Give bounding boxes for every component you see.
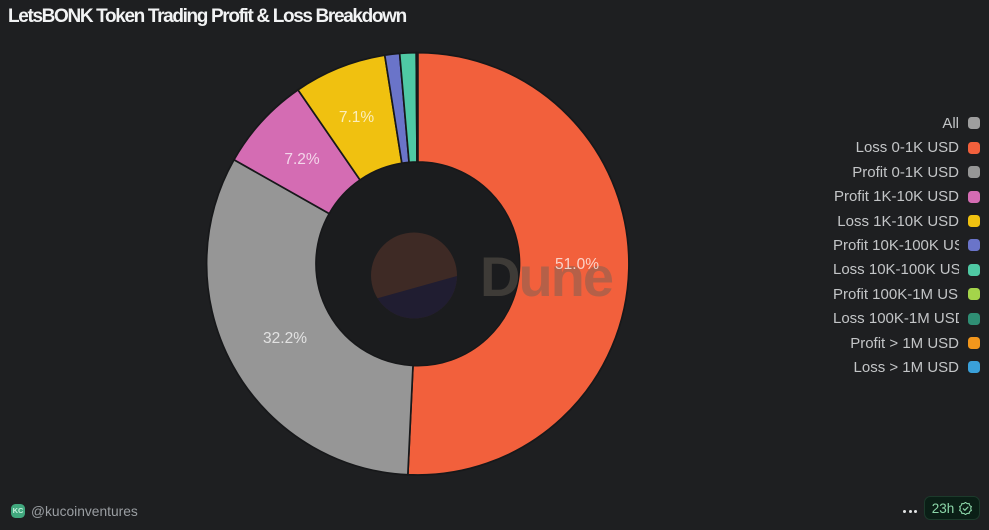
svg-text:Dune: Dune	[480, 245, 613, 308]
